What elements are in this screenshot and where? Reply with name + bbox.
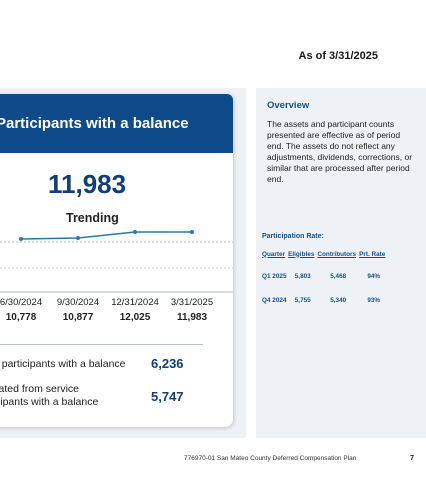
as-of-date: As of 3/31/2025 — [298, 50, 379, 62]
cell-rate: 94% — [367, 273, 381, 280]
table-header-row: Quarter Eligibles Contributors Prt. Rate — [262, 248, 388, 260]
col-quarter: Quarter — [262, 250, 286, 258]
date-label: 12/31/2024 — [111, 297, 159, 308]
col-rate: Prt. Rate — [359, 250, 386, 258]
stat-active-value: 6,236 — [151, 356, 184, 371]
stat-separated-line2: cipants with a balance — [0, 396, 99, 408]
cell-eligibles: 5,803 — [294, 273, 311, 280]
value-label: 10,877 — [63, 312, 94, 323]
stat-separated-label: rated from service cipants with a balanc… — [0, 383, 98, 409]
participation-rate-table: Quarter Eligibles Contributors Prt. Rate… — [262, 248, 388, 305]
footer-text: 776970-01 San Mateo County Deferred Comp… — [184, 455, 357, 462]
stat-separated-line1: rated from service — [0, 383, 80, 395]
cell-contributors: 5,340 — [330, 297, 347, 304]
trending-label: Trending — [66, 211, 119, 225]
date-label: 6/30/2024 — [0, 297, 42, 308]
trend-chart: 6/30/2024 9/30/2024 12/31/2024 3/31/2025… — [0, 230, 233, 323]
cell-quarter: Q4 2024 — [262, 297, 287, 304]
section-divider — [0, 344, 203, 345]
table-row: Q4 2024 5,755 5,340 93% — [262, 280, 388, 304]
cell-eligibles: 5,755 — [294, 297, 311, 304]
date-label: 3/31/2025 — [171, 297, 213, 308]
trend-point-1 — [19, 237, 23, 241]
stat-separated-value: 5,747 — [151, 389, 184, 404]
card-header: Participants with a balance — [0, 94, 233, 153]
trend-line — [20, 231, 192, 240]
date-label: 9/30/2024 — [57, 297, 99, 308]
stat-active-label: e participants with a balance — [0, 358, 126, 370]
col-eligibles: Eligibles — [288, 250, 315, 258]
overview-text: The assets and participant counts presen… — [267, 119, 413, 184]
participants-total: 11,983 — [48, 169, 127, 199]
cell-quarter: Q1 2025 — [262, 273, 287, 280]
overview-panel: Overview The assets and participant coun… — [256, 88, 426, 438]
value-label: 11,983 — [177, 312, 207, 323]
overview-title: Overview — [267, 100, 310, 111]
value-label: 10,778 — [6, 312, 37, 323]
trend-point-2 — [76, 236, 80, 240]
cell-contributors: 5,468 — [330, 273, 347, 280]
participation-rate-title: Participation Rate: — [262, 233, 324, 240]
trend-point-4 — [190, 230, 194, 234]
trend-point-3 — [133, 230, 137, 234]
card-title: Participants with a balance — [0, 115, 189, 132]
page-number: 7 — [410, 455, 414, 462]
table-row: Q1 2025 5,803 5,468 94% — [262, 260, 388, 280]
cell-rate: 93% — [367, 297, 381, 304]
participants-card: Participants with a balance 11,983 Trend… — [0, 94, 233, 427]
col-contributors: Contributors — [317, 250, 357, 258]
value-label: 12,025 — [120, 312, 151, 323]
